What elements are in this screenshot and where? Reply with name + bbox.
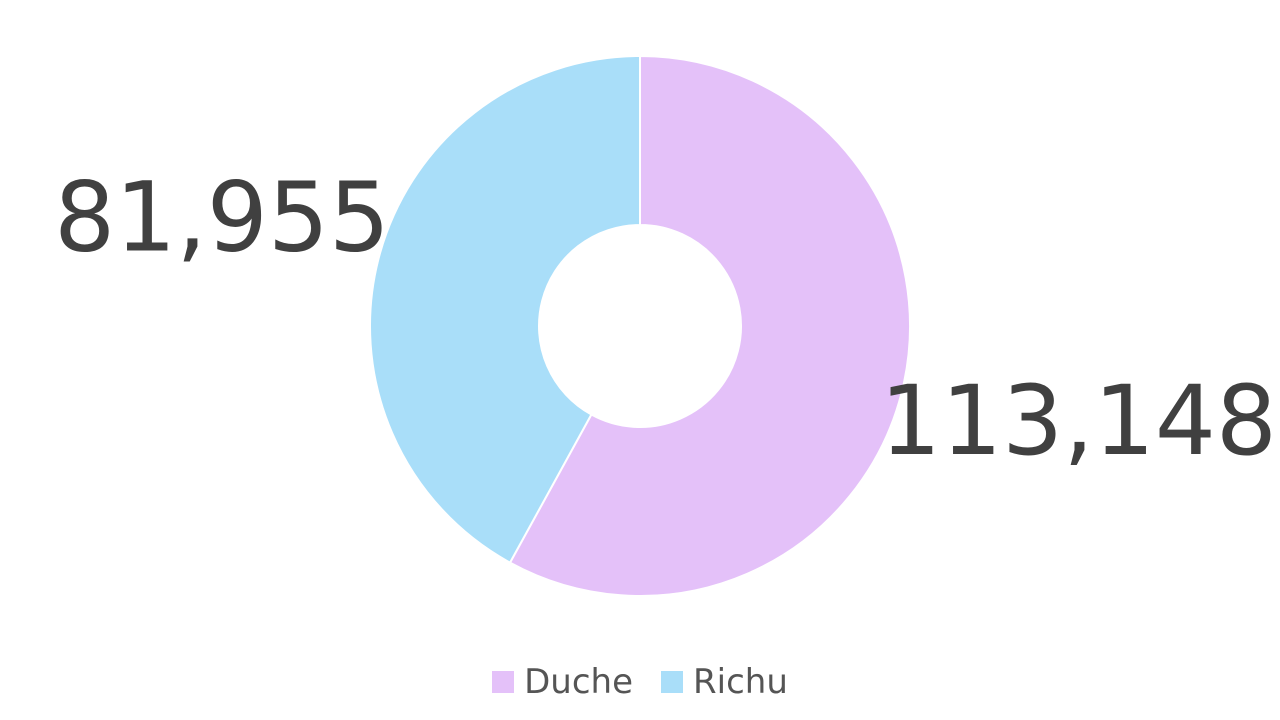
legend-label-richu: Richu [693, 662, 788, 702]
legend-swatch-richu [661, 671, 683, 693]
slice-value-label-duche: 113,148 [880, 365, 1277, 477]
slice-value-label-richu: 81,955 [54, 161, 390, 273]
donut-slice-richu[interactable] [369, 54, 641, 565]
chart-legend: Duche Richu [0, 660, 1280, 704]
legend-item-duche[interactable]: Duche [492, 665, 633, 699]
legend-swatch-duche [492, 671, 515, 693]
legend-item-richu[interactable]: Richu [661, 665, 788, 699]
legend-label-duche: Duche [524, 662, 633, 702]
donut-slice-duche[interactable] [508, 54, 911, 597]
